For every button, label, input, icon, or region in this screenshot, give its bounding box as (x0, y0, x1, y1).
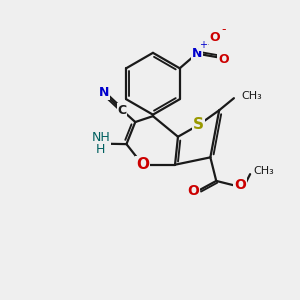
Text: O: O (188, 184, 200, 198)
Text: CH₃: CH₃ (253, 166, 274, 176)
Text: -: - (221, 23, 226, 37)
Text: O: O (235, 178, 246, 192)
Text: O: O (209, 31, 220, 44)
Text: S: S (193, 118, 204, 133)
Text: N: N (192, 47, 203, 60)
Text: O: O (136, 157, 149, 172)
Text: CH₃: CH₃ (242, 91, 262, 100)
Text: +: + (199, 40, 207, 50)
Text: H: H (96, 143, 106, 156)
Text: NH: NH (92, 131, 110, 144)
Text: C: C (118, 104, 127, 117)
Text: O: O (218, 53, 229, 66)
Text: N: N (99, 86, 109, 99)
